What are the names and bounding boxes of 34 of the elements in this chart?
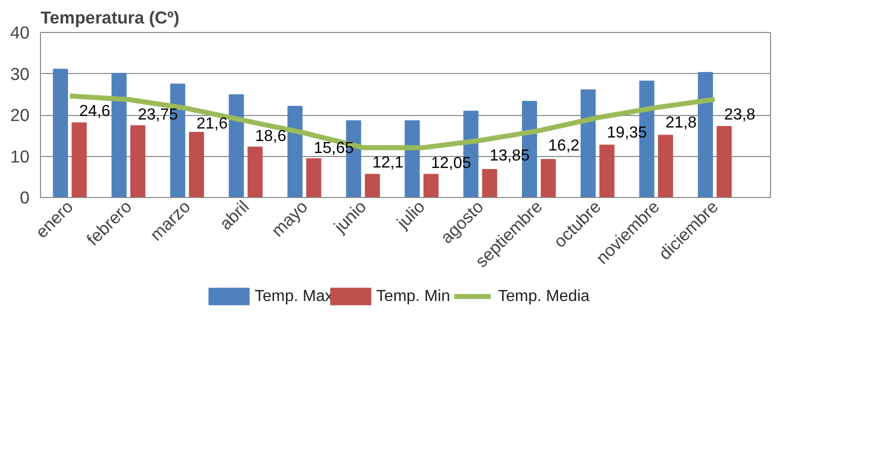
data-label: 18,6 (255, 128, 286, 145)
bar (228, 94, 244, 198)
bar (112, 72, 127, 198)
data-label: 23,8 (724, 106, 756, 124)
y-tick-label: 0 (20, 188, 30, 208)
bar (404, 120, 420, 198)
chart-title: Temperatura (Cº) (40, 8, 180, 28)
data-label: 21,8 (666, 114, 697, 132)
bar (188, 132, 204, 198)
bar (580, 89, 596, 198)
y-tick-label: 30 (10, 64, 30, 84)
bar (658, 134, 674, 198)
data-label: 12,1 (372, 154, 404, 172)
bar (698, 72, 713, 198)
bar (130, 125, 146, 198)
bar (599, 144, 614, 198)
data-label: 21,6 (196, 115, 228, 132)
bar (287, 106, 303, 198)
legend-label: Temp. Media (498, 288, 590, 305)
data-label: 16,2 (548, 138, 580, 155)
legend-label: Temp. Min (376, 288, 450, 305)
bar (423, 174, 439, 198)
y-tick-label: 40 (10, 22, 30, 42)
bar (248, 146, 263, 198)
bar (52, 68, 68, 198)
bar (72, 122, 87, 198)
bar (482, 168, 498, 198)
bar (540, 159, 556, 198)
bar (306, 158, 322, 198)
y-tick-label: 10 (10, 146, 30, 166)
y-tick-label: 20 (10, 105, 30, 125)
data-label: 24,6 (79, 103, 110, 120)
bar (364, 174, 380, 198)
bar (716, 126, 732, 198)
